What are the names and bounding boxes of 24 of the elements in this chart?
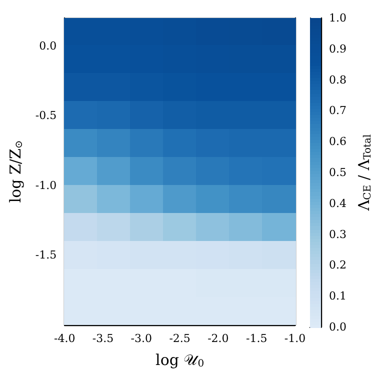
color-bar-label: 0.9 <box>329 42 346 56</box>
color-bar-title: ΛCE / ΛTotal <box>355 134 374 212</box>
x-tick-label: -3.5 <box>92 332 114 345</box>
color-bar-label: 0.8 <box>329 73 346 86</box>
color-bar-label: 0.7 <box>329 104 346 118</box>
y-tick-label: -0.5 <box>35 109 57 122</box>
y-axis-title: log Z/Z⊙ <box>6 140 25 203</box>
color-bar-label: 0.3 <box>329 228 346 241</box>
x-tick-label: -2.5 <box>169 332 190 345</box>
color-bar-label: 0.2 <box>329 258 346 272</box>
color-bar-label: 0.0 <box>329 320 346 334</box>
color-bar-label: 0.1 <box>329 290 346 303</box>
color-bar-label: 0.6 <box>329 135 346 148</box>
y-tick-label: 0.0 <box>39 39 57 52</box>
color-bar-label: 0.5 <box>329 166 346 179</box>
x-tick-label: -2.0 <box>208 332 229 345</box>
color-bar-label: 0.4 <box>329 196 346 210</box>
x-tick-label: -1.5 <box>246 332 268 345</box>
y-tick-label: -1.0 <box>35 178 57 192</box>
y-tick-label: -1.5 <box>35 248 57 262</box>
x-tick-label: -4.0 <box>54 332 76 345</box>
color-bar-label: 1.0 <box>329 12 346 24</box>
x-tick-label: -1.0 <box>284 332 306 345</box>
x-tick-label: -3.0 <box>130 332 152 345</box>
